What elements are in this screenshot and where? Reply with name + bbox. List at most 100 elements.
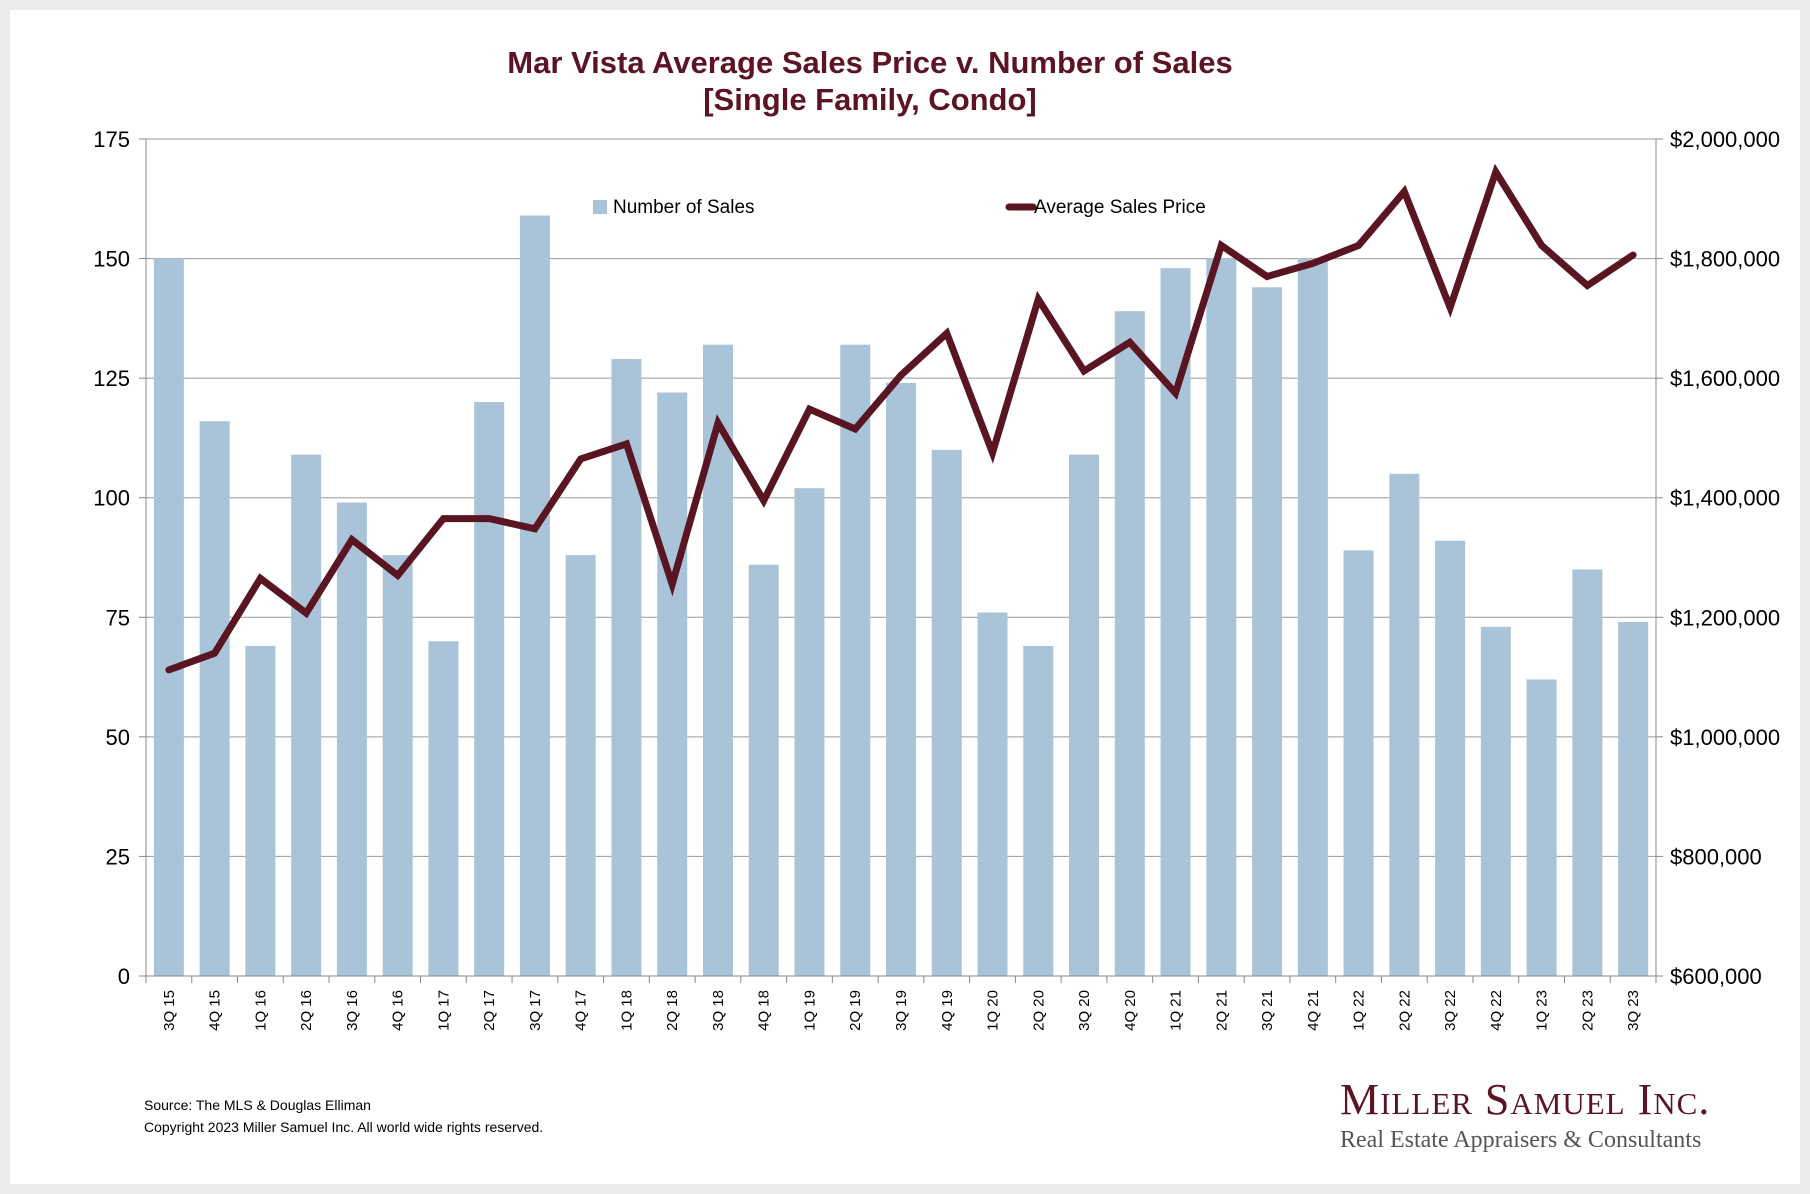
bar (794, 488, 825, 976)
x-tick-label: 1Q 16 (252, 990, 269, 1031)
bar (1435, 540, 1466, 976)
logo-name: Miller Samuel Inc. (1340, 1075, 1711, 1124)
x-tick-label: 4Q 16 (390, 990, 407, 1031)
x-tick-label: 2Q 19 (847, 990, 864, 1031)
bar (1297, 258, 1328, 976)
x-tick-label: 2Q 21 (1213, 990, 1230, 1031)
y-right-tick-label: $2,000,000 (1670, 127, 1780, 152)
bar (611, 359, 642, 976)
x-tick-label: 2Q 17 (481, 990, 498, 1031)
y-right-tick-label: $1,800,000 (1670, 247, 1780, 272)
y-right-tick-label: $800,000 (1670, 844, 1762, 869)
x-tick-label: 3Q 22 (1442, 990, 1459, 1031)
chart-title-line: [Single Family, Condo] (703, 82, 1037, 117)
bar (199, 421, 230, 976)
bar (519, 215, 550, 977)
y-left-tick-label: 50 (106, 725, 130, 750)
chart: Mar Vista Average Sales Price v. Number … (93, 45, 1780, 1031)
y-right-tick-label: $600,000 (1670, 964, 1762, 989)
copyright-text: Copyright 2023 Miller Samuel Inc. All wo… (144, 1119, 544, 1135)
x-tick-label: 3Q 15 (161, 990, 178, 1031)
legend: Number of Sales Average Sales Price (593, 197, 1206, 218)
x-tick-label: 1Q 17 (435, 990, 452, 1031)
x-tick-label: 4Q 19 (939, 990, 956, 1031)
chart-frame: Mar Vista Average Sales Price v. Number … (10, 10, 1800, 1184)
bar (245, 645, 276, 976)
legend-swatch-bar (593, 200, 607, 214)
x-tick-label: 2Q 18 (664, 990, 681, 1031)
bar (1160, 268, 1191, 976)
legend-label-average-sales-price: Average Sales Price (1034, 197, 1206, 218)
x-tick-label: 4Q 22 (1488, 990, 1505, 1031)
bar (291, 454, 322, 976)
line-average-sales-price (165, 163, 1637, 674)
x-tick-label: 4Q 20 (1122, 990, 1139, 1031)
x-tick-label: 1Q 23 (1534, 990, 1551, 1031)
company-logo: Miller Samuel Inc. Real Estate Appraiser… (1340, 1074, 1710, 1154)
bar (1343, 550, 1374, 976)
bar (1572, 569, 1603, 976)
chart-title: Mar Vista Average Sales Price v. Number … (507, 45, 1232, 117)
bar (748, 564, 779, 976)
chart-title-line: Mar Vista Average Sales Price v. Number … (507, 45, 1232, 80)
bar (1069, 454, 1100, 976)
x-tick-label: 3Q 19 (893, 990, 910, 1031)
x-tick-label: 3Q 20 (1076, 990, 1093, 1031)
tick-labels: 0 25 50 75 100 125 150 175 $600,000 $800,000 $1,00… (93, 127, 1780, 1031)
bar (382, 555, 413, 976)
x-tick-label: 1Q 19 (801, 990, 818, 1031)
y-left-tick-label: 100 (93, 486, 130, 511)
bar (931, 449, 962, 976)
x-tick-label: 1Q 22 (1351, 990, 1368, 1031)
bar (886, 382, 916, 976)
x-tick-label: 4Q 15 (207, 990, 224, 1031)
y-right-tick-label: $1,000,000 (1670, 725, 1780, 750)
x-tick-label: 3Q 16 (344, 990, 361, 1031)
x-tick-label: 2Q 20 (1030, 990, 1047, 1031)
bar (565, 555, 596, 976)
source-text: Source: The MLS & Douglas Elliman (144, 1097, 371, 1113)
y-right-tick-label: $1,600,000 (1670, 366, 1780, 391)
bar (1252, 287, 1283, 977)
bar (1618, 622, 1649, 976)
axes (139, 138, 1663, 983)
y-left-tick-label: 125 (93, 366, 130, 391)
bar (1389, 473, 1420, 976)
bar (1526, 679, 1557, 976)
legend-label-number-of-sales: Number of Sales (613, 197, 755, 218)
x-tick-label: 2Q 16 (298, 990, 315, 1031)
y-left-tick-label: 150 (93, 247, 130, 272)
x-tick-label: 2Q 22 (1396, 990, 1413, 1031)
y-right-tick-label: $1,200,000 (1670, 605, 1780, 630)
bar (153, 258, 184, 976)
x-tick-label: 4Q 18 (756, 990, 773, 1031)
y-left-tick-label: 25 (106, 844, 130, 869)
x-tick-label: 1Q 18 (618, 990, 635, 1031)
bars-number-of-sales (153, 215, 1649, 977)
bar (474, 402, 505, 976)
bar (977, 612, 1008, 976)
logo-tagline: Real Estate Appraisers & Consultants (1340, 1127, 1702, 1153)
y-left-tick-label: 75 (106, 605, 130, 630)
y-right-tick-label: $1,400,000 (1670, 486, 1780, 511)
x-tick-label: 3Q 17 (527, 990, 544, 1031)
x-tick-label: 1Q 21 (1168, 990, 1185, 1031)
x-tick-label: 3Q 23 (1625, 990, 1642, 1031)
bar (1023, 645, 1054, 976)
x-tick-label: 1Q 20 (985, 990, 1002, 1031)
x-tick-label: 3Q 21 (1259, 990, 1276, 1031)
x-tick-label: 4Q 21 (1305, 990, 1322, 1031)
x-tick-label: 4Q 17 (573, 990, 590, 1031)
bar (840, 344, 871, 977)
bar (1206, 258, 1237, 976)
bar (1114, 311, 1145, 976)
y-left-tick-label: 175 (93, 127, 130, 152)
x-tick-label: 2Q 23 (1579, 990, 1596, 1031)
bar (1480, 626, 1511, 976)
source-footer: Source: The MLS & Douglas Elliman Copyri… (144, 1094, 543, 1138)
bar (657, 392, 688, 976)
y-left-tick-label: 0 (118, 964, 130, 989)
bar (336, 502, 367, 976)
bar (428, 641, 459, 976)
x-tick-label: 3Q 18 (710, 990, 727, 1031)
